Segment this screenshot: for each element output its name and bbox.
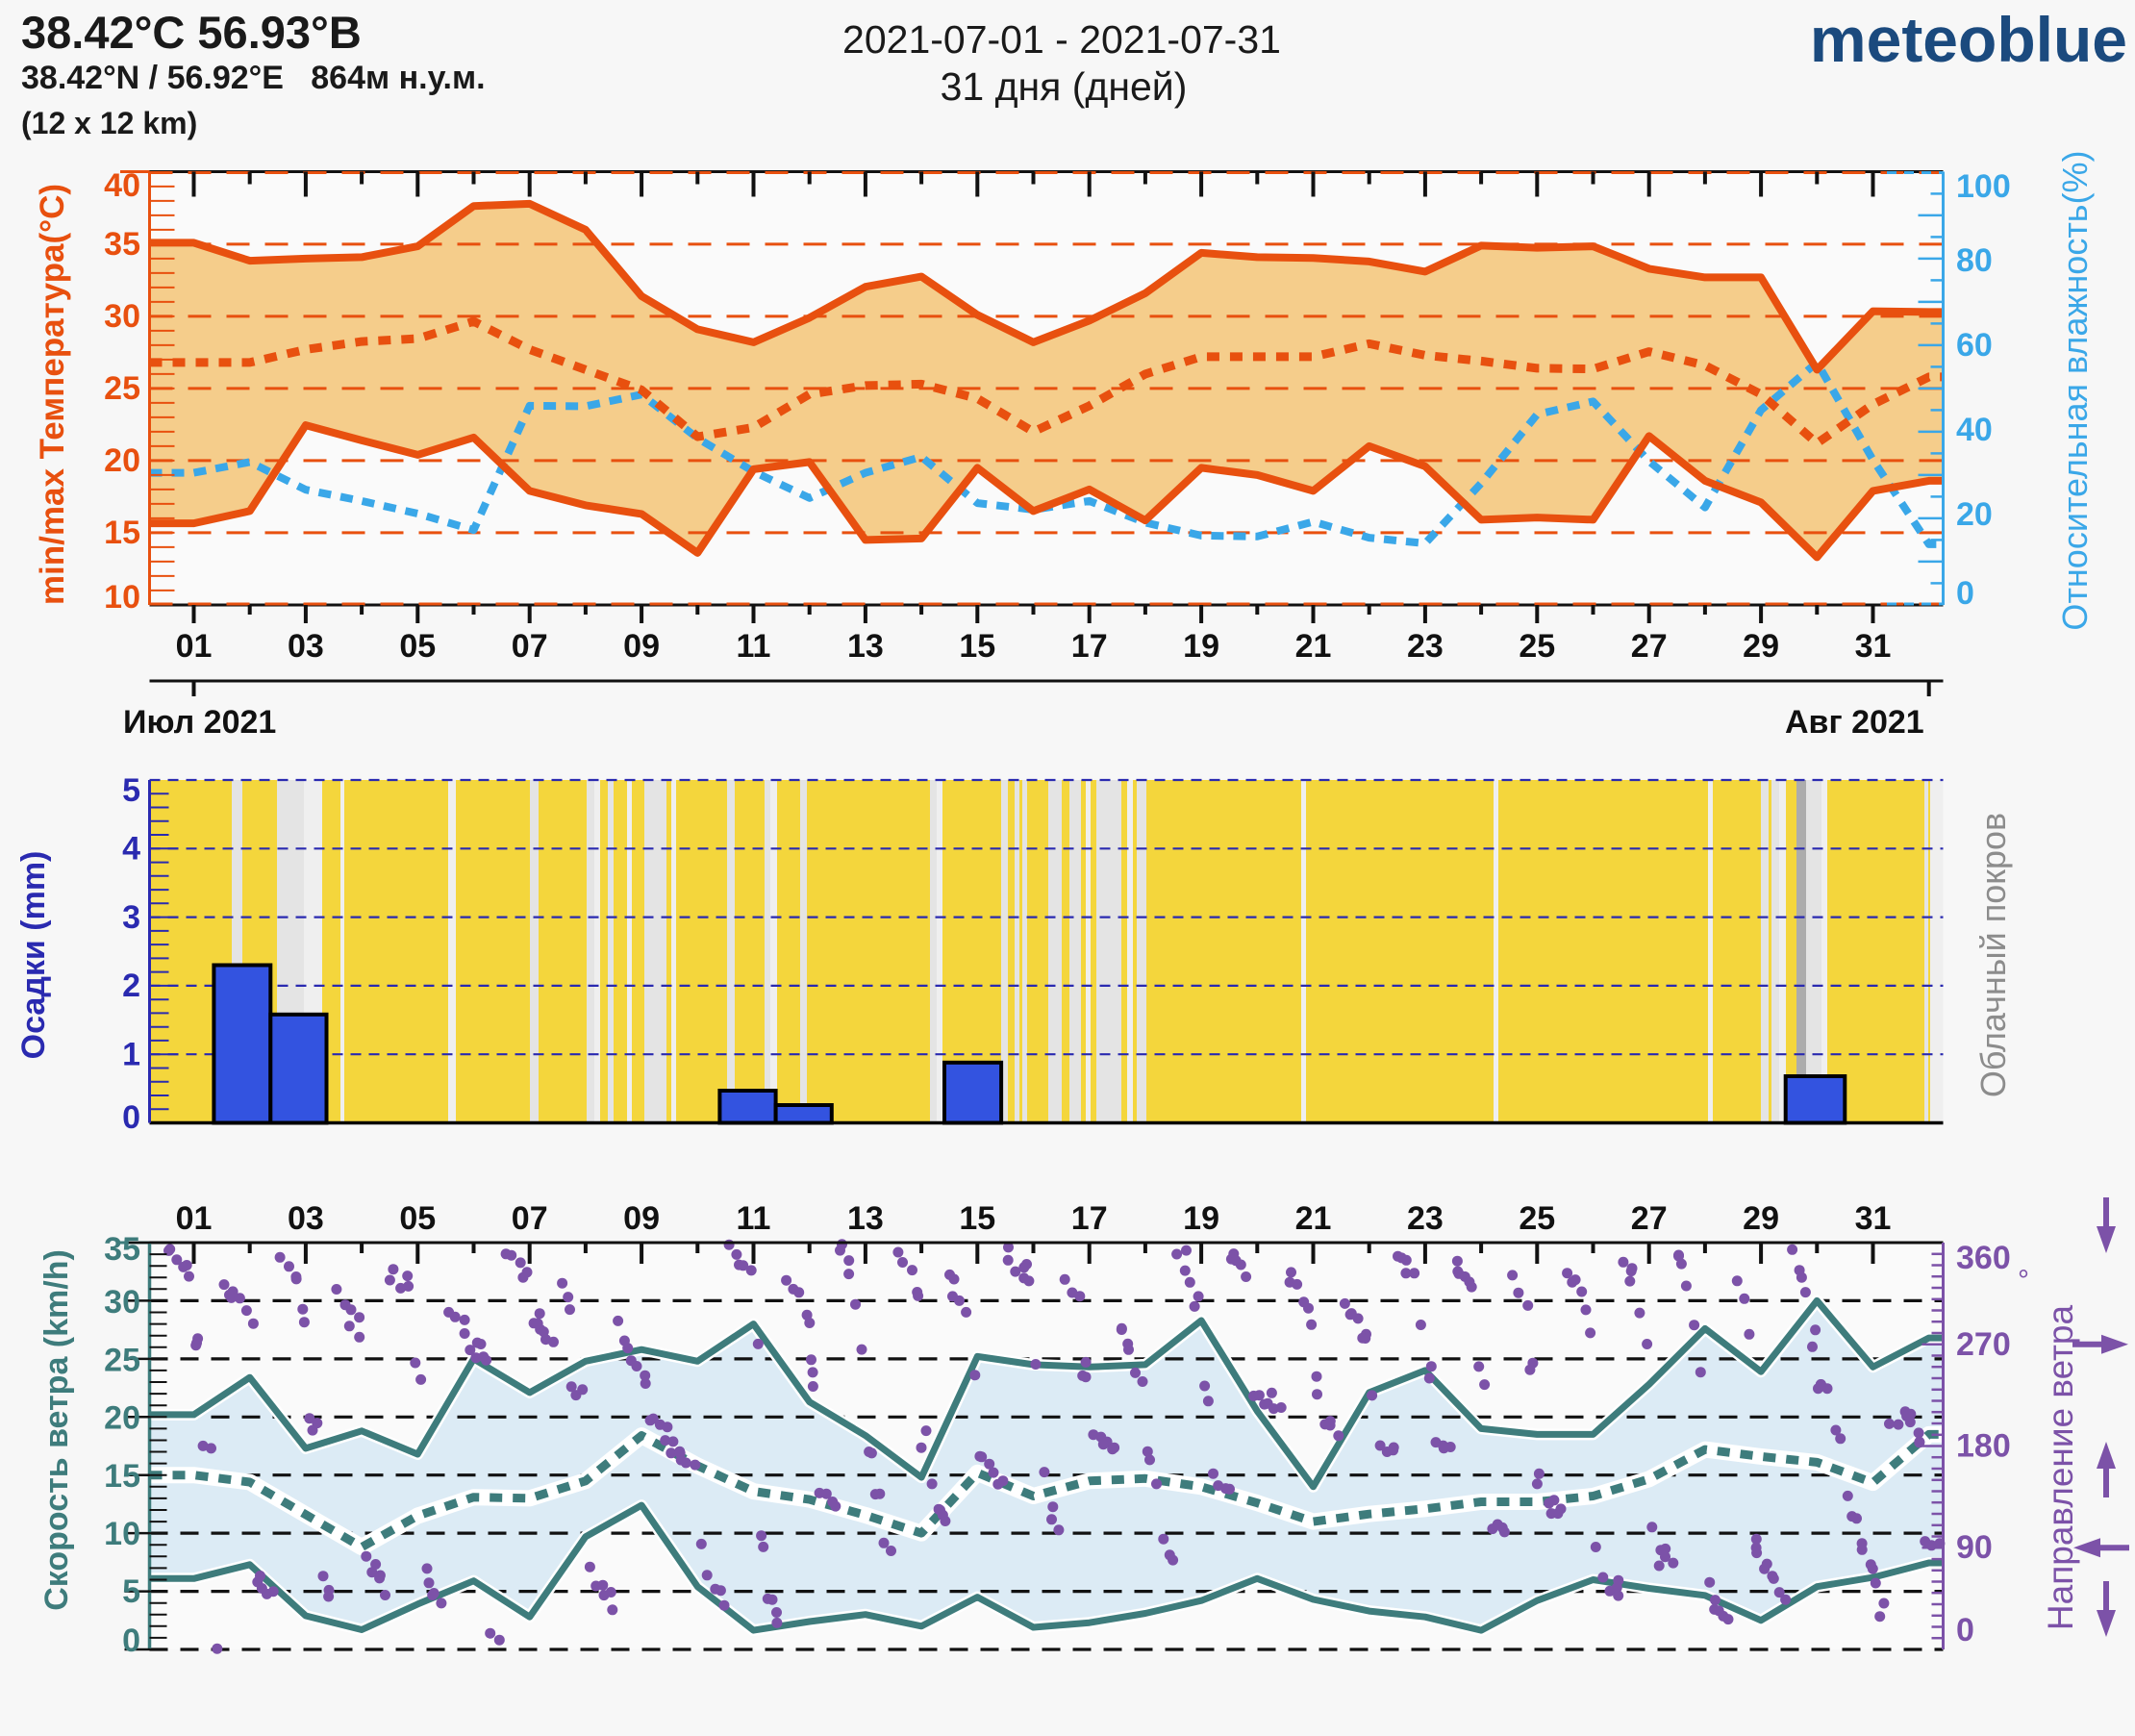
svg-text:10: 10 — [104, 1516, 140, 1552]
svg-text:11: 11 — [737, 628, 771, 665]
svg-text:20: 20 — [104, 1400, 140, 1437]
svg-text:13: 13 — [847, 628, 884, 665]
svg-text:09: 09 — [623, 628, 660, 665]
svg-text:Облачный покров: Облачный покров — [1973, 813, 2013, 1097]
svg-text:21: 21 — [1295, 1200, 1332, 1237]
svg-text:Авг 2021: Авг 2021 — [1785, 704, 1924, 741]
svg-text:0: 0 — [122, 1623, 140, 1659]
svg-text:25: 25 — [1519, 1200, 1555, 1237]
svg-text:31 дня (дней): 31 дня (дней) — [941, 64, 1188, 109]
svg-text:2021-07-01 - 2021-07-31: 2021-07-01 - 2021-07-31 — [842, 17, 1281, 62]
svg-text:23: 23 — [1407, 1200, 1444, 1237]
svg-text:21: 21 — [1295, 628, 1332, 665]
svg-text:3: 3 — [122, 899, 140, 936]
svg-text:01: 01 — [176, 628, 213, 665]
svg-text:01: 01 — [176, 1200, 213, 1237]
svg-text:5: 5 — [122, 1573, 140, 1610]
svg-text:40: 40 — [104, 167, 140, 204]
svg-text:27: 27 — [1631, 628, 1668, 665]
svg-text:80: 80 — [1956, 242, 1993, 279]
svg-text:1: 1 — [122, 1036, 140, 1072]
svg-text:90: 90 — [1956, 1529, 1993, 1566]
svg-text:10: 10 — [104, 579, 140, 616]
svg-text:100: 100 — [1956, 168, 2011, 205]
svg-text:180: 180 — [1956, 1428, 2011, 1465]
svg-text:°: ° — [2018, 1265, 2029, 1296]
svg-text:4: 4 — [122, 831, 140, 868]
svg-text:05: 05 — [399, 1200, 436, 1237]
svg-text:20: 20 — [1956, 496, 1993, 533]
svg-text:15: 15 — [959, 628, 995, 665]
svg-text:38.42°N / 56.92°E 864м н.у.м: 38.42°N / 56.92°E 864м н.у.м. — [21, 60, 486, 96]
svg-text:30: 30 — [104, 1284, 140, 1321]
svg-text:40: 40 — [1956, 412, 1993, 448]
svg-text:09: 09 — [623, 1200, 660, 1237]
svg-text:270: 270 — [1956, 1326, 2011, 1363]
svg-text:2: 2 — [122, 968, 140, 1004]
svg-text:Осадки (mm): Осадки (mm) — [15, 851, 52, 1060]
svg-text:19: 19 — [1183, 1200, 1219, 1237]
svg-text:07: 07 — [512, 628, 548, 665]
svg-text:0: 0 — [1956, 575, 1974, 612]
svg-text:60: 60 — [1956, 327, 1993, 364]
svg-text:20: 20 — [104, 442, 140, 479]
svg-text:11: 11 — [737, 1200, 771, 1237]
svg-text:29: 29 — [1743, 1200, 1779, 1237]
svg-text:15: 15 — [104, 1458, 140, 1495]
svg-text:31: 31 — [1855, 628, 1892, 665]
svg-text:0: 0 — [1956, 1612, 1974, 1648]
svg-text:0: 0 — [122, 1099, 140, 1136]
svg-text:25: 25 — [104, 1342, 140, 1378]
svg-text:Скорость ветра (km/h): Скорость ветра (km/h) — [38, 1249, 75, 1611]
svg-text:31: 31 — [1855, 1200, 1892, 1237]
svg-text:35: 35 — [104, 226, 140, 263]
svg-text:17: 17 — [1071, 628, 1108, 665]
svg-text:Июл 2021: Июл 2021 — [123, 704, 276, 741]
svg-text:30: 30 — [104, 298, 140, 335]
svg-text:17: 17 — [1071, 1200, 1108, 1237]
svg-text:Направление ветра: Направление ветра — [2041, 1305, 2080, 1631]
svg-text:27: 27 — [1631, 1200, 1668, 1237]
svg-text:Относительная влажность(%): Относительная влажность(%) — [2055, 150, 2095, 630]
svg-text:05: 05 — [399, 628, 436, 665]
svg-text:25: 25 — [104, 370, 140, 407]
svg-text:03: 03 — [288, 1200, 324, 1237]
svg-text:min/max Температура(°C): min/max Температура(°C) — [34, 184, 71, 605]
svg-text:360: 360 — [1956, 1240, 2011, 1276]
svg-text:07: 07 — [512, 1200, 548, 1237]
svg-text:29: 29 — [1743, 628, 1779, 665]
svg-text:38.42°C 56.93°В: 38.42°C 56.93°В — [21, 7, 362, 58]
svg-text:25: 25 — [1519, 628, 1555, 665]
svg-text:13: 13 — [847, 1200, 884, 1237]
svg-text:meteoblue: meteoblue — [1810, 4, 2127, 75]
svg-text:15: 15 — [959, 1200, 995, 1237]
svg-text:5: 5 — [122, 772, 140, 809]
svg-text:19: 19 — [1183, 628, 1219, 665]
svg-text:15: 15 — [104, 515, 140, 551]
svg-text:03: 03 — [288, 628, 324, 665]
svg-text:23: 23 — [1407, 628, 1444, 665]
svg-text:(12 x 12 km): (12 x 12 km) — [21, 106, 197, 140]
svg-text:35: 35 — [104, 1231, 140, 1268]
